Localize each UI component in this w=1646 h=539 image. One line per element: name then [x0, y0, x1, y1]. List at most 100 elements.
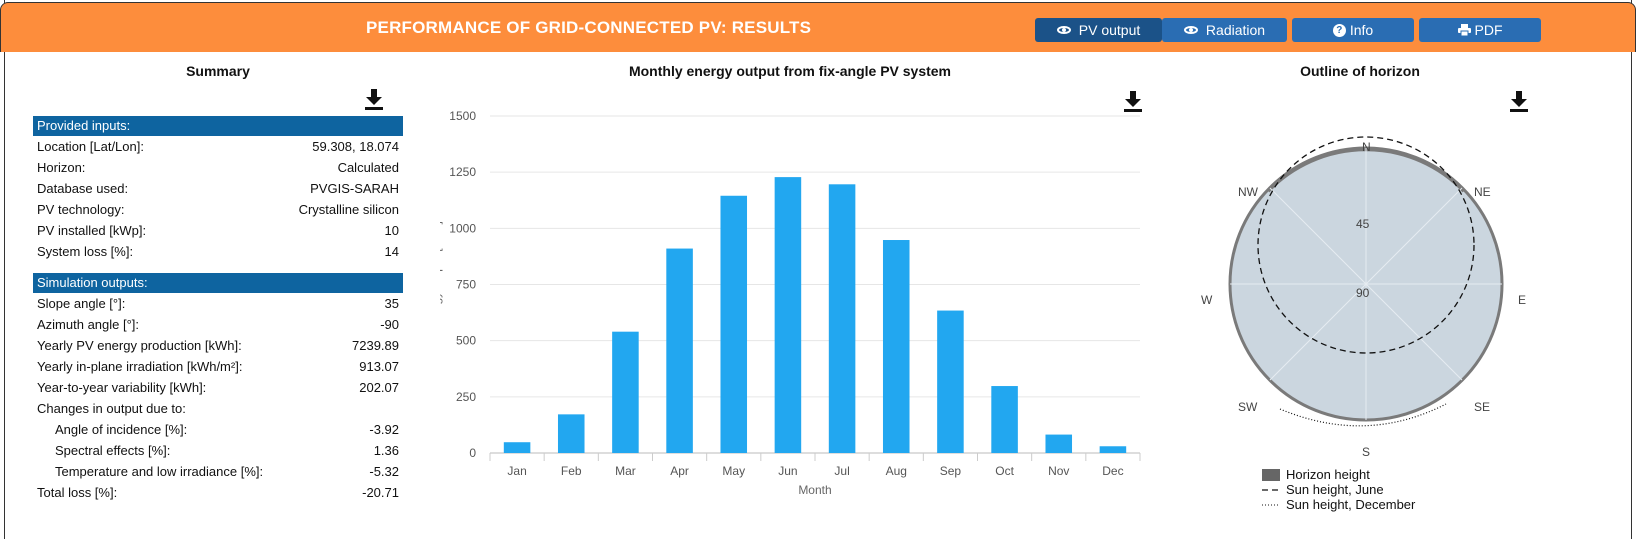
x-tick-label: Mar — [615, 464, 636, 478]
summary-row: Yearly in-plane irradiation [kWh/m²]: 913… — [33, 356, 403, 377]
ring-label-90: 90 — [1356, 286, 1370, 300]
summary-row: Horizon: Calculated — [33, 157, 403, 178]
x-tick-label: Feb — [561, 464, 582, 478]
summary-row-label: Angle of incidence [%]: — [55, 422, 188, 437]
summary-row: PV installed [kWp]: 10 — [33, 220, 403, 241]
summary-row-value: Calculated — [337, 160, 399, 175]
summary-row-value: Crystalline silicon — [298, 202, 399, 217]
pv-output-label: PV output — [1078, 22, 1141, 38]
legend-item-horizon: Horizon height — [1262, 467, 1415, 482]
bar-jun — [774, 177, 802, 453]
summary-row-label: Horizon: — [37, 160, 86, 175]
eye-icon — [1056, 26, 1071, 34]
x-tick-label: Jun — [778, 464, 797, 478]
simulation-outputs-heading: Simulation outputs: — [33, 273, 403, 293]
results-frame — [4, 0, 1632, 539]
summary-row: Total loss [%]: -20.71 — [33, 482, 403, 503]
summary-row-label: PV technology: — [37, 202, 125, 217]
dashed-line-swatch — [1262, 488, 1280, 491]
download-icon[interactable] — [363, 88, 385, 110]
monthly-energy-chart: 0 250 500 750 1000 1250 1500 Jan Feb Mar Apr May Jun… — [440, 109, 1141, 497]
radiation-label: Radiation — [1205, 22, 1266, 38]
compass-nw: NW — [1238, 185, 1259, 199]
summary-row-value: -5.32 — [369, 464, 399, 479]
summary-row-label: Slope angle [°]: — [37, 296, 126, 311]
summary-row-label: Temperature and low irradiance [%]: — [55, 464, 264, 479]
download-icon[interactable] — [1122, 90, 1144, 112]
y-tick-label: 0 — [469, 446, 476, 460]
summary-row: Azimuth angle [°]: -90 — [33, 314, 403, 335]
horizon-polar-chart: 45 90 N NE E SE S SW W NW — [1201, 136, 1526, 459]
summary-row-label: Total loss [%]: — [37, 485, 118, 500]
pdf-label: PDF — [1474, 22, 1503, 38]
summary-row-label: PV installed [kWp]: — [37, 223, 147, 238]
summary-row-label: Database used: — [37, 181, 129, 196]
summary-row-value: -20.71 — [362, 485, 399, 500]
x-tick-label: Nov — [1048, 464, 1069, 478]
printer-icon — [1457, 24, 1471, 36]
bar-aug — [882, 240, 910, 453]
summary-row-value: 35 — [384, 296, 399, 311]
bar-dec — [1099, 446, 1127, 453]
y-tick-label: 500 — [456, 334, 476, 348]
x-tick-label: Aug — [886, 464, 907, 478]
summary-row: Year-to-year variability [kWh]: 202.07 — [33, 377, 403, 398]
bar-mar — [612, 331, 639, 453]
provided-inputs-heading: Provided inputs: — [33, 116, 403, 136]
x-tick-label: Oct — [995, 464, 1014, 478]
x-tick-label: Dec — [1102, 464, 1123, 478]
x-tick-label: May — [722, 464, 745, 478]
horizon-title: Outline of horizon — [1300, 63, 1420, 79]
bar-apr — [666, 248, 693, 453]
summary-row-value: -90 — [380, 317, 399, 332]
summary-row-value: 14 — [384, 244, 399, 259]
pdf-button[interactable]: PDF — [1419, 18, 1541, 42]
summary-row-value: 59.308, 18.074 — [312, 139, 399, 154]
summary-row-value: 1.36 — [373, 443, 399, 458]
compass-n: N — [1362, 140, 1371, 154]
compass-se: SE — [1474, 400, 1490, 414]
bar-jan — [503, 442, 531, 453]
summary-row-value: 202.07 — [359, 380, 399, 395]
summary-row-label: System loss [%]: — [37, 244, 134, 259]
y-tick-label: 250 — [456, 390, 476, 404]
sun-path-december — [1279, 403, 1447, 427]
download-icon[interactable] — [1508, 90, 1530, 112]
bar-feb — [557, 414, 585, 453]
y-tick-label: 1500 — [449, 109, 476, 123]
pv-output-button[interactable]: PV output — [1035, 18, 1162, 42]
summary-row-value: -3.92 — [369, 422, 399, 437]
x-tick-label: Jul — [834, 464, 849, 478]
y-tick-label: 1000 — [449, 221, 476, 235]
y-axis-label: PV energy output [kWh] — [440, 221, 443, 348]
summary-row: System loss [%]: 14 — [33, 241, 403, 262]
info-label: Info — [1349, 22, 1374, 38]
eye-icon — [1183, 26, 1198, 34]
bar-may — [720, 195, 748, 454]
summary-row-label: Azimuth angle [°]: — [37, 317, 140, 332]
summary-row: Spectral effects [%]: 1.36 — [33, 440, 403, 461]
legend-label: Sun height, December — [1286, 497, 1416, 512]
question-circle-icon: ? — [1332, 23, 1346, 37]
summary-row: PV technology: Crystalline silicon — [33, 199, 403, 220]
summary-row-value: 913.07 — [359, 359, 399, 374]
summary-row-value: PVGIS-SARAH — [310, 181, 399, 196]
bar-nov — [1045, 434, 1073, 453]
summary-row: Location [Lat/Lon]: 59.308, 18.074 — [33, 136, 403, 157]
bar-oct — [991, 386, 1018, 453]
summary-row-value: 10 — [384, 223, 399, 238]
bar-sep — [937, 310, 964, 453]
summary-row: Changes in output due to: — [33, 398, 403, 419]
summary-row: Angle of incidence [%]: -3.92 — [33, 419, 403, 440]
radiation-button[interactable]: Radiation — [1162, 18, 1287, 42]
dotted-line-swatch — [1262, 504, 1280, 505]
summary-row: Yearly PV energy production [kWh]: 7239.8… — [33, 335, 403, 356]
bar-jul — [828, 184, 856, 453]
compass-s: S — [1362, 445, 1370, 459]
compass-sw: SW — [1238, 400, 1258, 414]
summary-title: Summary — [186, 63, 250, 79]
info-button[interactable]: ? Info — [1292, 18, 1414, 42]
x-tick-label: Jan — [507, 464, 526, 478]
summary-row-label: Yearly in-plane irradiation [kWh/m²]: — [37, 359, 243, 374]
summary-row-label: Location [Lat/Lon]: — [37, 139, 144, 154]
